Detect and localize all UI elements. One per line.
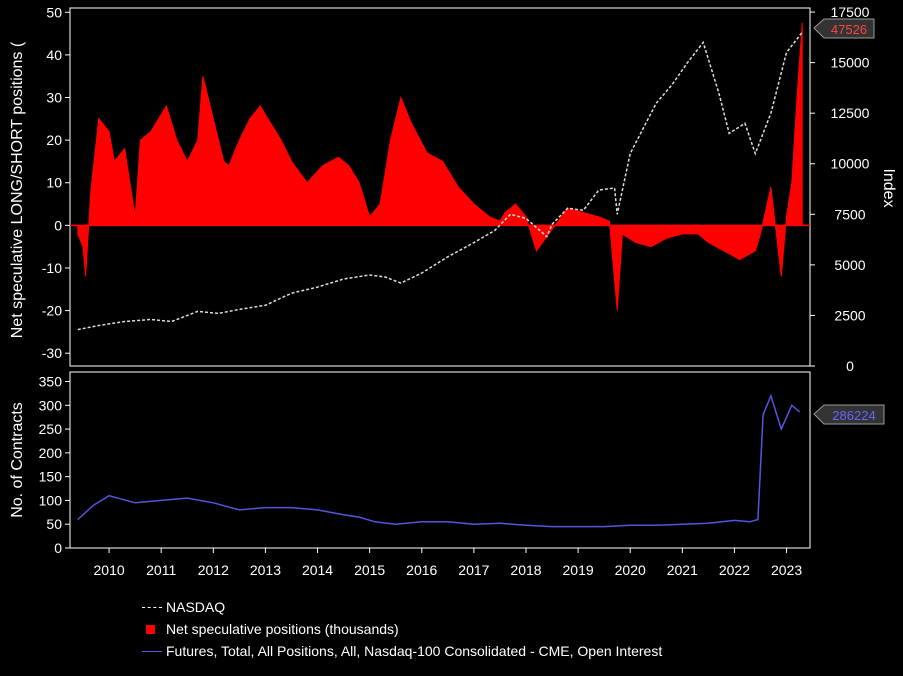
tick-label: 0 xyxy=(846,358,854,374)
x-axis: 2010 2011 2012 2013 2014 2015 2016 2017 2018 2019… xyxy=(94,548,802,578)
oi-last-value: 286224 xyxy=(832,408,875,423)
nasdaq-series xyxy=(77,31,803,331)
tick-label: 2017 xyxy=(458,562,489,578)
left-y-axis-title: Net speculative LONG/SHORT positions ( xyxy=(9,41,26,338)
tick-label: 0 xyxy=(54,217,62,233)
open-interest-series xyxy=(77,393,801,528)
tick-label: 2014 xyxy=(302,562,333,578)
tick-label: 100 xyxy=(39,492,63,508)
tick-label: -30 xyxy=(42,345,62,361)
legend-label: Futures, Total, All Positions, All, Nasd… xyxy=(166,643,663,659)
net-last-value: 47526 xyxy=(831,22,867,37)
tick-label: 2013 xyxy=(250,562,281,578)
nasdaq-line xyxy=(77,31,803,331)
legend: NASDAQ Net speculative positions (thousa… xyxy=(140,596,662,662)
tick-label: 50 xyxy=(46,516,62,532)
tick-label: 2012 xyxy=(198,562,229,578)
blue-line-swatch xyxy=(140,644,162,658)
tick-label: 2021 xyxy=(667,562,698,578)
right-y-axis: 17500 15000 12500 10000 7500 5000 2500 0 xyxy=(810,4,870,374)
legend-label: NASDAQ xyxy=(166,599,226,615)
tick-label: 250 xyxy=(39,421,63,437)
tick-label: 2016 xyxy=(406,562,437,578)
tick-label: -10 xyxy=(42,260,62,276)
tick-label: 2019 xyxy=(563,562,594,578)
dashed-line-swatch xyxy=(140,600,162,614)
tick-label: -20 xyxy=(42,303,62,319)
legend-label: Net speculative positions (thousands) xyxy=(166,621,399,637)
tick-label: 0 xyxy=(54,540,62,556)
oi-last-value-marker: 286224 xyxy=(813,404,885,425)
tick-label: 350 xyxy=(39,374,63,390)
lower-plot-frame xyxy=(69,371,811,549)
tick-label: 150 xyxy=(39,469,63,485)
tick-label: 10 xyxy=(46,175,62,191)
tick-label: 7500 xyxy=(834,206,865,222)
tick-label: 15000 xyxy=(831,55,870,71)
tick-label: 2022 xyxy=(719,562,750,578)
tick-label: 200 xyxy=(39,445,63,461)
legend-item-nasdaq: NASDAQ xyxy=(140,596,662,618)
red-square-swatch xyxy=(140,622,162,636)
tick-label: 2020 xyxy=(615,562,646,578)
tick-label: 2018 xyxy=(510,562,541,578)
tick-label: 12500 xyxy=(831,105,870,121)
net-last-value-marker: 47526 xyxy=(813,18,875,39)
right-y-axis-title: Index xyxy=(880,168,897,207)
legend-item-open-interest: Futures, Total, All Positions, All, Nasd… xyxy=(140,640,662,662)
tick-label: 10000 xyxy=(831,156,870,172)
tick-label: 300 xyxy=(39,397,63,413)
tick-label: 17500 xyxy=(831,4,870,20)
lower-y-axis: 350 300 250 200 150 100 50 0 xyxy=(39,374,70,556)
lower-y-axis-title: No. of Contracts xyxy=(9,402,26,518)
net-positions-series xyxy=(77,22,803,311)
tick-label: 50 xyxy=(46,4,62,20)
tick-label: 2500 xyxy=(834,307,865,323)
tick-label: 2010 xyxy=(94,562,125,578)
tick-label: 5000 xyxy=(834,257,865,273)
tick-label: 40 xyxy=(46,47,62,63)
open-interest-line xyxy=(77,393,801,528)
tick-label: 30 xyxy=(46,90,62,106)
legend-item-net-positions: Net speculative positions (thousands) xyxy=(140,618,662,640)
net-positions-area xyxy=(77,22,803,311)
tick-label: 2015 xyxy=(354,562,385,578)
tick-label: 2011 xyxy=(146,562,176,578)
left-y-axis: 50 40 30 20 10 0 -10 -20 -30 xyxy=(42,4,70,361)
tick-label: 2023 xyxy=(771,562,802,578)
tick-label: 20 xyxy=(46,132,62,148)
